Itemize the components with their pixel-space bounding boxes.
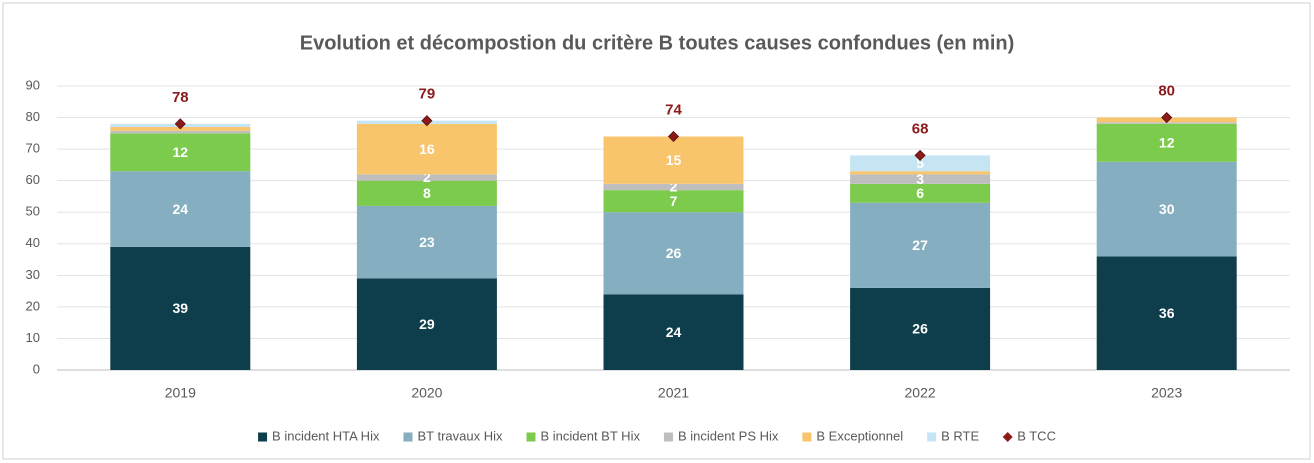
y-tick-label: 80 [26,109,40,124]
data-label: 7 [670,193,678,209]
legend-label: B Exceptionnel [816,428,903,443]
bar-segment [1096,161,1237,257]
legend-label: B RTE [941,428,979,443]
legend-label: B TCC [1017,428,1056,443]
data-label: 23 [419,234,435,250]
bar-segment [603,136,744,184]
data-label: 24 [666,324,682,340]
data-label: 29 [419,316,435,332]
bar-segment [356,123,497,175]
legend-marker [1002,432,1013,442]
bar-segment [1096,123,1237,162]
y-tick-label: 0 [33,361,40,376]
x-tick-label: 2020 [411,385,442,401]
marker [667,130,680,143]
bar-segment [356,174,497,181]
bar-segment [850,287,991,370]
data-label: 6 [916,185,924,201]
legend-swatch [526,432,536,442]
data-label: 2 [423,169,431,185]
x-tick-label: 2022 [905,385,936,401]
bar-segment [603,212,744,295]
data-label: 2 [670,179,678,195]
bar-segment [110,133,251,172]
data-label: 30 [1159,201,1175,217]
data-label: 26 [666,245,682,261]
data-label: 80 [1158,83,1175,100]
data-label: 5 [916,155,924,171]
data-label: 3 [916,171,924,187]
legend-swatch [927,432,937,442]
y-tick-label: 70 [26,141,40,156]
data-label: 79 [419,86,436,103]
data-label: 36 [1159,305,1175,321]
legend-label: B incident HTA Hix [272,428,380,443]
bar-segment [110,246,251,370]
bar-segment [356,278,497,370]
data-label: 68 [912,120,929,137]
legend-swatch [663,432,673,442]
x-tick-label: 2019 [165,385,196,401]
bar-segment [850,183,991,203]
x-tick-label: 2021 [658,385,689,401]
data-label: 16 [419,141,435,157]
legend-swatch [802,432,812,442]
y-tick-label: 40 [26,235,40,250]
bar-segment [356,205,497,279]
legend-label: B incident PS Hix [678,428,779,443]
marker [1161,111,1173,124]
bar-segment [603,190,744,213]
marker [174,118,186,130]
data-label: 15 [666,152,682,168]
legend-label: B incident BT Hix [540,428,640,443]
y-tick-label: 20 [26,298,40,313]
bar-segment [850,174,991,184]
bar-segment [110,130,251,134]
data-label: 39 [173,300,189,316]
chart-title: Evolution et décompostion du critère B t… [300,32,1015,54]
bar-segment [603,183,744,191]
bar-segment [850,155,991,172]
marker [914,149,926,161]
y-tick-label: 60 [26,172,40,187]
data-label: 78 [172,89,189,106]
legend-swatch [258,432,268,442]
legend-swatch [403,432,413,442]
bar-segment [110,171,251,247]
legend-label: BT travaux Hix [417,428,503,443]
y-tick-label: 50 [26,204,40,219]
data-label: 12 [173,144,189,160]
bar-segment [1096,256,1237,370]
data-label: 74 [665,101,682,118]
data-label: 26 [912,321,928,337]
data-label: 24 [173,201,189,217]
data-label: 27 [912,237,928,253]
y-tick-label: 10 [26,330,40,345]
bar-segment [850,171,991,175]
marker [421,115,433,127]
bar-segment [356,180,497,206]
y-tick-label: 30 [26,267,40,282]
data-label: 12 [1159,135,1175,151]
x-tick-label: 2023 [1151,385,1182,401]
y-tick-label: 90 [26,77,40,92]
bar-segment [850,202,991,288]
data-label: 8 [423,185,431,201]
bar-segment [603,294,744,370]
